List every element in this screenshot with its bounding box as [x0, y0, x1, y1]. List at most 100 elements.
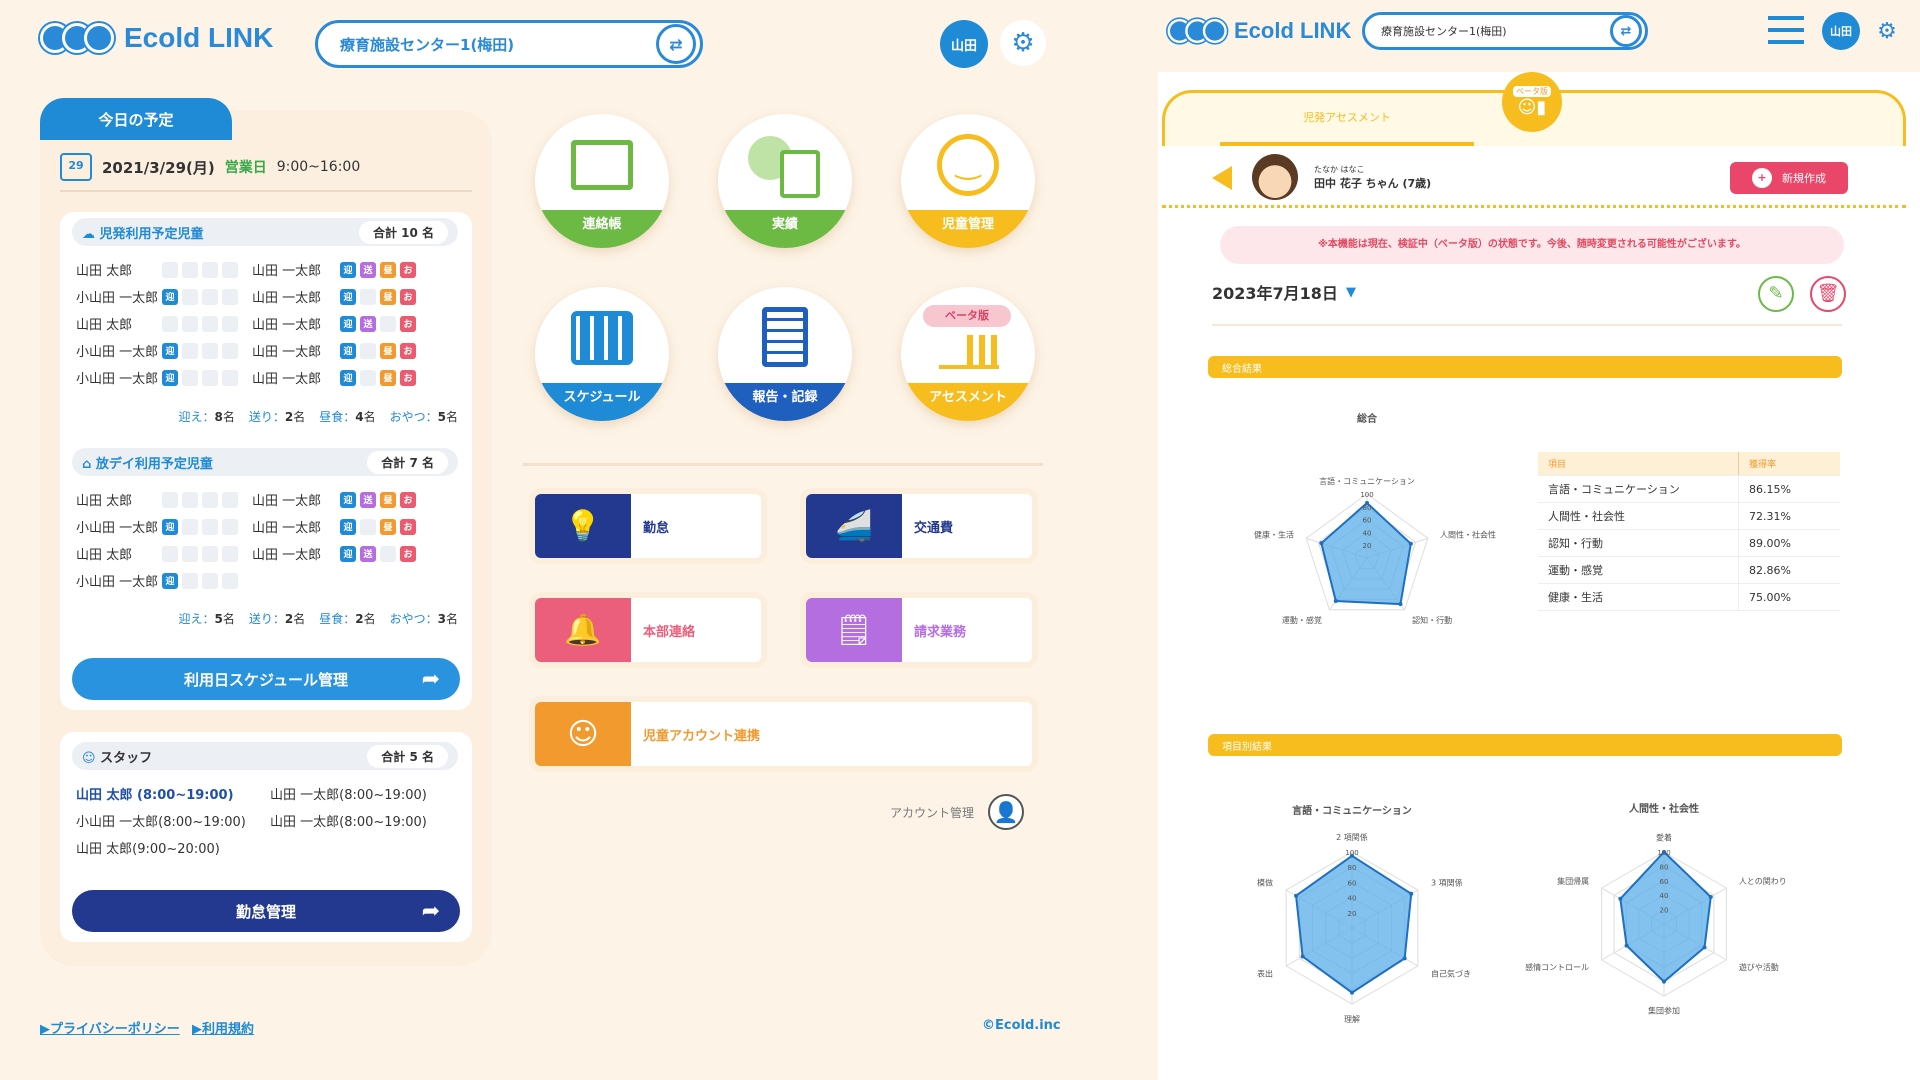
assessment-date-label: 2023年7月18日 [1212, 284, 1338, 303]
child-row: 小山田 一太郎迎山田 一太郎迎昼お [76, 283, 462, 310]
today-date: 2021/3/29(月) [102, 158, 215, 177]
flag-hiru [380, 545, 396, 562]
menu-honbu[interactable]: 🔔 本部連絡 [535, 598, 761, 662]
child-name[interactable]: 小山田 一太郎 [76, 372, 159, 387]
radar-category-label: 人間性・社会性 [1440, 529, 1496, 539]
service-flags [162, 261, 238, 278]
section-jihatsu-header: ☁ 児発利用予定児童 合計 10 名 [72, 218, 458, 246]
back-arrow-icon[interactable] [1212, 166, 1232, 190]
circle-assessment[interactable]: ベータ版 アセスメント [901, 287, 1035, 421]
circle-jido-kanri[interactable]: ‿ 児童管理 [901, 114, 1035, 248]
schedule-management-button[interactable]: 利用日スケジュール管理 ➦ [72, 658, 460, 700]
circle-schedule[interactable]: スケジュール [535, 287, 669, 421]
flag-okuri [360, 518, 376, 535]
child-name[interactable]: 山田 太郎 [76, 548, 133, 563]
child-name[interactable]: 小山田 一太郎 [76, 345, 159, 360]
summary-label: 送り： [248, 612, 285, 626]
child-name[interactable]: 山田 太郎 [76, 318, 133, 333]
summary-pickup: 迎え：8名 [178, 408, 234, 425]
circle-renrakucho[interactable]: 連絡帳 [535, 114, 669, 248]
switch-facility-icon[interactable]: ⇄ [1610, 15, 1642, 47]
radar-category-label: 遊びや活動 [1739, 962, 1779, 972]
user-avatar[interactable]: 山田 [940, 20, 988, 68]
schedule-button-label: 利用日スケジュール管理 [184, 670, 348, 689]
radar-point [1402, 956, 1407, 961]
circle-jisseki[interactable]: 実績 [718, 114, 852, 248]
summary-label: 昼食： [319, 612, 356, 626]
service-flags: 迎 [162, 288, 238, 305]
attendance-management-button[interactable]: 勤怠管理 ➦ [72, 890, 460, 932]
menu-kintai[interactable]: 💡 勤怠 [535, 494, 761, 558]
child-name[interactable]: 小山田 一太郎 [76, 575, 159, 590]
business-hours: 9:00~16:00 [276, 159, 361, 175]
child-name[interactable]: 山田 一太郎 [252, 494, 322, 509]
table-cell-rate: 82.86% [1738, 557, 1791, 583]
right-user-avatar[interactable]: 山田 [1822, 12, 1860, 50]
staff-total: 合計 5 名 [367, 744, 448, 768]
menu-account-link[interactable]: ☺ 児童アカウント連携 [535, 702, 1032, 766]
section-houdei-total: 合計 7 名 [367, 450, 448, 474]
child-name[interactable]: 山田 太郎 [76, 264, 133, 279]
flag-mukae: 迎 [340, 261, 356, 278]
circle-report-label: 報告・記録 [718, 383, 852, 421]
today-tab[interactable]: 今日の予定 [40, 98, 232, 140]
tab-jihatsu-assessment[interactable]: 児発アセスメント [1220, 106, 1474, 146]
flag-mukae: 迎 [162, 342, 178, 359]
new-create-button[interactable]: + 新規作成 [1730, 162, 1848, 194]
switch-facility-icon[interactable]: ⇄ [656, 24, 696, 64]
flag-okuri [182, 572, 198, 589]
child-name[interactable]: 山田 一太郎 [252, 318, 322, 333]
radar-category-label: 自己気づき [1431, 969, 1471, 979]
chevron-down-icon: ▼ [1345, 284, 1356, 300]
account-management-label: アカウント管理 [890, 805, 975, 820]
radar-tick-label: 100 [1657, 849, 1670, 857]
account-management[interactable]: アカウント管理 👤 [890, 794, 1025, 830]
assessment-date[interactable]: 2023年7月18日 ▼ [1212, 280, 1356, 304]
child-name[interactable]: 小山田 一太郎 [76, 521, 159, 536]
summary-unit: 名 [363, 612, 376, 626]
child-name[interactable]: 山田 一太郎 [252, 291, 322, 306]
summary-count: 8 [214, 410, 223, 424]
menu-seikyu[interactable]: 🗒 請求業務 [806, 598, 1032, 662]
child-name[interactable]: 山田 一太郎 [252, 548, 322, 563]
new-create-label: 新規作成 [1782, 172, 1826, 185]
flag-oyatsu [222, 545, 238, 562]
app-name: Ecold LINK [124, 22, 274, 53]
staff-item: 山田 太郎 (8:00~19:00) [76, 788, 234, 803]
child-name[interactable]: 小山田 一太郎 [76, 291, 159, 306]
hamburger-menu-icon[interactable] [1768, 16, 1804, 44]
table-cell-item: 人間性・社会性 [1548, 510, 1625, 523]
beta-notice: ※本機能は現在、検証中（ベータ版）の状態です。今後、随時変更される可能性がござい… [1220, 226, 1844, 264]
flag-mukae: 迎 [340, 545, 356, 562]
child-name[interactable]: 山田 一太郎 [252, 264, 322, 279]
child-name[interactable]: 山田 一太郎 [252, 521, 322, 536]
calendar-day: 29 [68, 159, 84, 172]
flag-oyatsu: お [400, 261, 416, 278]
child-name[interactable]: 山田 一太郎 [252, 372, 322, 387]
child-name[interactable]: 山田 太郎 [76, 494, 133, 509]
facility-selector[interactable]: 療育施設センター1(梅田) ⇄ [315, 20, 703, 68]
edit-pencil-icon[interactable]: ✎ [1758, 276, 1794, 312]
menu-koutsuhi[interactable]: 🚄 交通費 [806, 494, 1032, 558]
child-name[interactable]: 山田 一太郎 [252, 345, 322, 360]
settings-gear-icon[interactable]: ⚙ [1000, 20, 1046, 66]
terms-link[interactable]: ▶利用規約 [192, 1022, 254, 1037]
right-facility-selector[interactable]: 療育施設センター1(梅田) ⇄ [1362, 12, 1648, 50]
flag-mukae [162, 261, 178, 278]
privacy-link[interactable]: ▶プライバシーポリシー [40, 1022, 180, 1037]
circle-report[interactable]: 報告・記録 [718, 287, 852, 421]
right-settings-gear-icon[interactable]: ⚙ [1877, 18, 1897, 44]
flag-hiru [202, 342, 218, 359]
delete-trash-icon[interactable]: 🗑 [1810, 276, 1846, 312]
child-row: 山田 太郎 山田 一太郎 迎送昼お [76, 486, 462, 513]
train-icon: 🚄 [806, 494, 902, 558]
attendance-button-label: 勤怠管理 [235, 902, 296, 921]
menu-koutsuhi-label: 交通費 [914, 520, 954, 536]
bell-icon: 🔔 [535, 598, 631, 662]
right-app-logo: Ecold LINK [1167, 16, 1351, 46]
radar-tick-label: 100 [1360, 491, 1373, 499]
radar-category-label: 言語・コミュニケーション [1319, 476, 1415, 486]
radar-point [1319, 541, 1324, 546]
table-cell-rate: 89.00% [1738, 530, 1791, 556]
